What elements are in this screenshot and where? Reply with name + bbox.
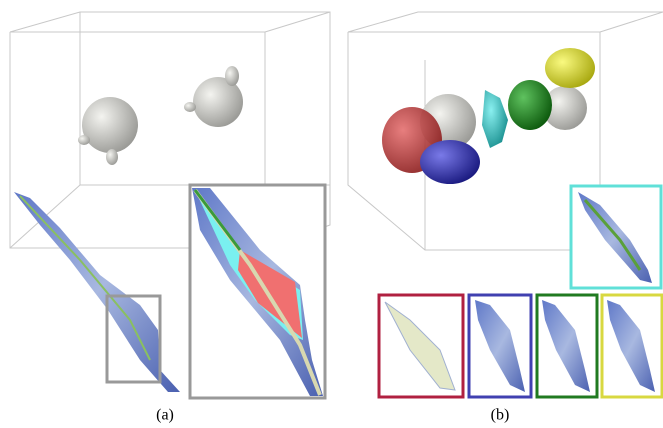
droplets-a [78,66,243,165]
panel-label: (a) [156,407,174,424]
zoom-inset-a [190,185,325,398]
page: (a) (b) (() => { const data = JSON.parse… [0,0,663,428]
droplets-b [382,48,595,184]
panel-label: (b) [491,407,510,424]
figure: (a) (b) [0,0,663,428]
sliver-a [14,192,180,392]
inset-frames-b [379,186,662,397]
